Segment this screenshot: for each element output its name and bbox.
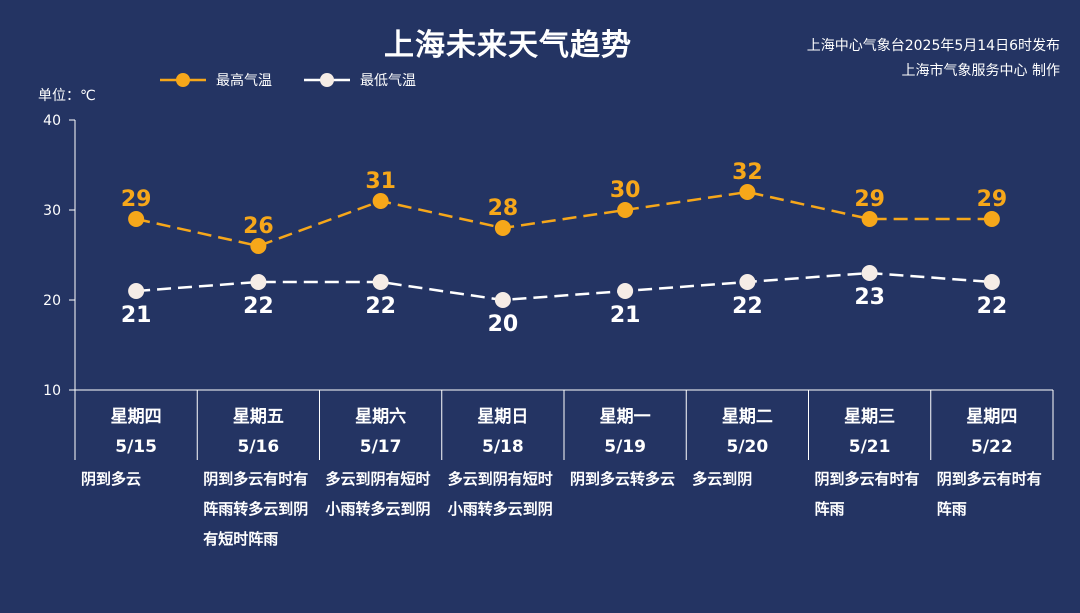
data-point-low bbox=[983, 274, 1000, 290]
data-label-high: 29 bbox=[121, 187, 152, 212]
data-label-low: 22 bbox=[365, 294, 396, 319]
day-name-label: 星期五 bbox=[233, 407, 284, 427]
producer: 上海市气象服务中心 制作 bbox=[901, 63, 1060, 79]
data-point-high bbox=[494, 220, 511, 236]
day-date-label: 5/18 bbox=[482, 437, 524, 457]
data-label-high: 30 bbox=[610, 178, 641, 203]
weather-description: 阴到多云有时有阵雨 bbox=[936, 470, 1042, 518]
weather-description: 阴到多云 bbox=[81, 470, 142, 488]
data-point-low bbox=[617, 283, 634, 299]
day-name-label: 星期一 bbox=[600, 407, 651, 427]
data-label-high: 29 bbox=[977, 187, 1008, 212]
day-name-label: 星期六 bbox=[355, 406, 406, 427]
data-point-low bbox=[372, 274, 389, 290]
data-label-high: 29 bbox=[854, 187, 885, 212]
data-label-high: 26 bbox=[243, 214, 274, 239]
y-axis-unit: 单位：℃ bbox=[38, 88, 96, 104]
legend-item-high: 最高气温 bbox=[160, 70, 272, 90]
weather-description: 多云到阴有短时小雨转多云到阴 bbox=[325, 470, 431, 518]
legend: 最高气温 最低气温 bbox=[160, 70, 448, 90]
data-label-low: 23 bbox=[854, 285, 885, 310]
day-date-label: 5/15 bbox=[115, 437, 157, 457]
y-tick-label: 40 bbox=[43, 113, 61, 129]
series-line-low bbox=[136, 271, 992, 302]
day-name-label: 星期三 bbox=[844, 407, 895, 427]
weather-description: 多云到阴 bbox=[692, 470, 753, 488]
weather-description: 阴到多云转多云 bbox=[570, 470, 676, 488]
day-date-label: 5/19 bbox=[604, 437, 646, 457]
day-name-label: 星期四 bbox=[966, 407, 1017, 427]
data-label-low: 22 bbox=[243, 294, 274, 319]
weather-description: 多云到阴有短时小雨转多云到阴 bbox=[447, 470, 553, 518]
data-point-low bbox=[861, 265, 878, 281]
data-point-high bbox=[372, 193, 389, 209]
data-label-high: 28 bbox=[488, 196, 519, 221]
data-point-low bbox=[250, 274, 267, 290]
data-label-high: 32 bbox=[732, 160, 763, 185]
data-point-low bbox=[494, 292, 511, 308]
day-name-label: 星期四 bbox=[111, 407, 162, 427]
day-date-label: 5/20 bbox=[727, 437, 769, 457]
day-name-label: 星期二 bbox=[722, 407, 773, 427]
data-label-low: 22 bbox=[732, 294, 763, 319]
legend-label-high: 最高气温 bbox=[216, 73, 272, 89]
day-name-label: 星期日 bbox=[477, 407, 528, 427]
legend-marker-low bbox=[304, 73, 350, 87]
data-point-high bbox=[861, 211, 878, 227]
data-point-high bbox=[128, 211, 145, 227]
chart-title: 上海未来天气趋势 bbox=[384, 28, 632, 63]
day-date-label: 5/17 bbox=[360, 437, 402, 457]
data-label-low: 21 bbox=[121, 303, 152, 328]
data-label-high: 31 bbox=[365, 169, 396, 194]
data-point-high bbox=[739, 184, 756, 200]
weather-description: 阴到多云有时有阵雨转多云到阴有短时阵雨 bbox=[203, 470, 309, 548]
y-tick-label: 20 bbox=[43, 293, 61, 309]
legend-item-low: 最低气温 bbox=[304, 70, 416, 90]
day-date-label: 5/21 bbox=[849, 437, 891, 457]
data-label-low: 20 bbox=[488, 312, 519, 337]
data-point-low bbox=[128, 283, 145, 299]
legend-marker-high bbox=[160, 73, 206, 87]
weather-description: 阴到多云有时有阵雨 bbox=[814, 470, 920, 518]
data-point-high bbox=[250, 238, 267, 254]
publisher-info: 上海中心气象台2025年5月14日6时发布 上海市气象服务中心 制作 bbox=[807, 34, 1060, 84]
data-label-low: 22 bbox=[977, 294, 1008, 319]
day-date-label: 5/22 bbox=[971, 437, 1013, 457]
y-tick-label: 10 bbox=[43, 383, 61, 399]
data-point-high bbox=[983, 211, 1000, 227]
publish-time: 上海中心气象台2025年5月14日6时发布 bbox=[806, 38, 1060, 54]
series-line-high bbox=[135, 190, 992, 248]
day-date-label: 5/16 bbox=[238, 437, 280, 457]
data-point-high bbox=[617, 202, 634, 218]
data-point-low bbox=[739, 274, 756, 290]
data-label-low: 21 bbox=[610, 303, 641, 328]
legend-label-low: 最低气温 bbox=[360, 73, 416, 89]
y-tick-label: 30 bbox=[43, 203, 61, 219]
